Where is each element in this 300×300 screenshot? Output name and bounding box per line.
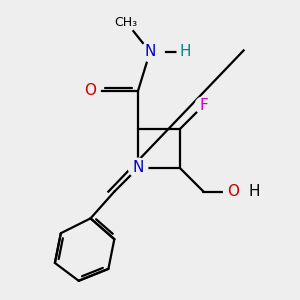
Text: H: H — [248, 184, 260, 199]
Text: O: O — [85, 83, 97, 98]
Circle shape — [117, 13, 136, 32]
Text: H: H — [180, 44, 191, 59]
Circle shape — [195, 97, 212, 114]
Circle shape — [140, 42, 160, 62]
Circle shape — [128, 158, 148, 178]
Circle shape — [224, 182, 243, 201]
Text: N: N — [132, 160, 144, 175]
Circle shape — [177, 44, 194, 60]
Text: CH₃: CH₃ — [115, 16, 138, 29]
Text: N: N — [144, 44, 156, 59]
Circle shape — [81, 81, 100, 100]
Circle shape — [245, 183, 262, 200]
Text: O: O — [227, 184, 239, 199]
Text: F: F — [199, 98, 208, 113]
